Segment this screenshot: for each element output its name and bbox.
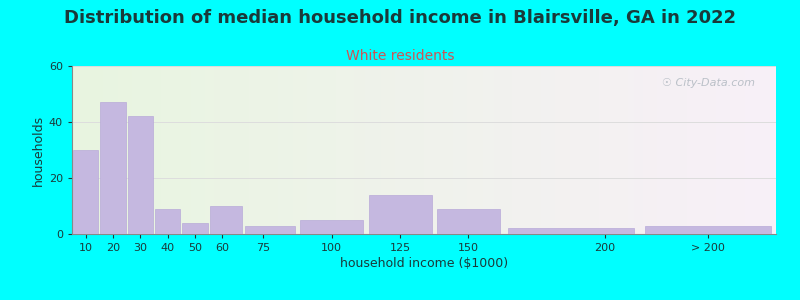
Bar [369,195,431,234]
Text: ☉ City-Data.com: ☉ City-Data.com [662,78,755,88]
Bar [245,226,295,234]
Bar [101,102,126,234]
Bar [128,116,153,234]
Bar [437,209,500,234]
X-axis label: household income ($1000): household income ($1000) [340,257,508,270]
Bar [155,209,180,234]
Text: Distribution of median household income in Blairsville, GA in 2022: Distribution of median household income … [64,9,736,27]
Text: White residents: White residents [346,50,454,64]
Bar [300,220,363,234]
Bar [182,223,208,234]
Bar [508,228,634,234]
Y-axis label: households: households [32,114,45,186]
Bar [73,150,98,234]
Bar [210,206,242,234]
Bar [645,226,770,234]
